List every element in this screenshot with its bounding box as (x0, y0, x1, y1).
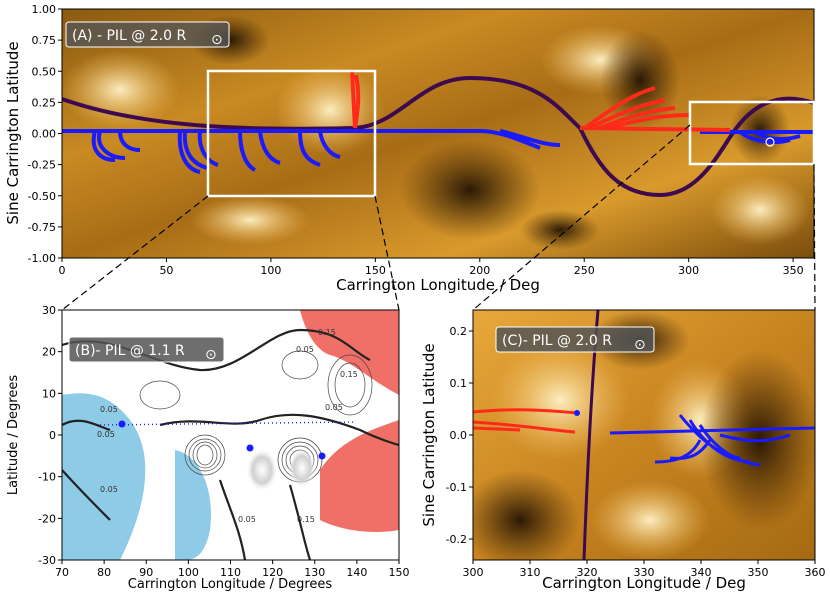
zoom-box-c (688, 100, 816, 166)
pil-curve (62, 75, 814, 198)
x-tick-label: 250 (574, 264, 595, 277)
zoom-box-b (206, 69, 377, 198)
panel-c: (C)- PIL @ 2.0 R ⊙ 0.2 0.1 0.0 -0.1 -0.2 300… (420, 309, 826, 592)
x-tick-label: 0 (59, 264, 66, 277)
panel-a-y-ticks: 1.00 0.75 0.50 0.25 0.00 -0.25 -0.50 -0.75 -1.00 (28, 3, 62, 265)
y-tick-label: 1.00 (32, 3, 57, 16)
y-tick-label: 0.1 (450, 377, 468, 390)
y-tick-label: -30 (38, 554, 56, 567)
y-tick-label: 0.00 (32, 128, 57, 141)
panel-a-title-box: (A) - PIL @ 2.0 R ⊙ (65, 21, 230, 48)
y-tick-label: 0.50 (32, 65, 57, 78)
contour-label: 0.05 (100, 405, 118, 414)
y-tick-label: -0.75 (28, 221, 56, 234)
panel-b-title: (B)- PIL @ 1.1 R (75, 343, 185, 359)
contour-label: 0.05 (325, 403, 343, 412)
panel-a-solar-map (62, 9, 814, 258)
panel-a: (A) - PIL @ 2.0 R ⊙ 1.00 0.75 0.50 0.25 0.00… (4, 3, 816, 294)
y-tick-label: 0.75 (32, 34, 57, 47)
y-tick-label: 10 (42, 387, 56, 400)
panel-b-x-ticks: 70 80 90 100 110 120 130 140 150 (55, 560, 410, 579)
panel-c-sun-symbol: ⊙ (634, 337, 646, 353)
zoom-connectors (61, 124, 816, 311)
pil-1.1-trace (99, 421, 356, 426)
y-tick-label: 0.0 (450, 429, 468, 442)
y-tick-label: 20 (42, 346, 56, 359)
y-tick-label: -10 (38, 471, 56, 484)
contour-label: 0.05 (238, 515, 256, 524)
panel-a-xlabel: Carrington Longitude / Deg (336, 276, 540, 294)
panel-c-ylabel: Sine Carrington Latitude (420, 343, 438, 526)
y-tick-label: -20 (38, 512, 56, 525)
panel-c-y-ticks: 0.2 0.1 0.0 -0.1 -0.2 (446, 325, 473, 546)
positive-field-lines (350, 69, 731, 132)
panel-c-title-box: (C)- PIL @ 2.0 R ⊙ (495, 326, 655, 353)
negative-field-lines-c (609, 414, 815, 467)
contour-label: 0.15 (297, 515, 315, 524)
y-tick-label: 0.25 (32, 96, 57, 109)
contour-label: 0.05 (97, 430, 115, 439)
x-tick-label: 330 (634, 566, 655, 579)
y-tick-label: -0.25 (28, 159, 56, 172)
x-tick-label: 200 (469, 264, 490, 277)
x-tick-label: 130 (304, 566, 325, 579)
x-tick-label: 340 (691, 566, 712, 579)
contour-label: 0.05 (296, 345, 314, 354)
x-tick-label: 320 (577, 566, 598, 579)
panel-b-contour-labels: 0.05 0.15 0.05 0.15 0.05 0.05 0.05 0.05 0.15 (97, 328, 358, 524)
y-tick-label: 30 (42, 304, 56, 317)
panel-b-ylabel: Latitude / Degrees (6, 375, 21, 495)
contour-label: 0.15 (340, 370, 358, 379)
panel-b-y-ticks: 30 20 10 0 -10 -20 -30 (38, 304, 62, 567)
x-tick-label: 360 (805, 566, 826, 579)
x-tick-label: 80 (97, 566, 111, 579)
panel-b-xlabel: Carrington Longitude / Degrees (128, 577, 333, 592)
x-tick-label: 120 (262, 566, 283, 579)
y-tick-label: -0.50 (28, 190, 56, 203)
x-tick-label: 50 (159, 264, 173, 277)
x-tick-label: 300 (678, 264, 699, 277)
x-tick-label: 150 (389, 566, 410, 579)
panel-b: 0.05 0.15 0.05 0.15 0.05 0.05 0.05 0.05 0.15 (B)… (6, 304, 410, 592)
x-tick-label: 70 (55, 566, 69, 579)
negative-field-lines (62, 129, 814, 174)
panel-a-title: (A) - PIL @ 2.0 R (72, 28, 186, 44)
y-tick-label: -1.00 (28, 252, 56, 265)
panel-a-ylabel: Sine Carrington Latitude (4, 41, 22, 224)
x-tick-label: 90 (139, 566, 153, 579)
x-tick-label: 110 (220, 566, 241, 579)
x-tick-label: 140 (346, 566, 367, 579)
x-tick-label: 310 (520, 566, 541, 579)
x-tick-label: 150 (365, 264, 386, 277)
contour-label: 0.05 (100, 485, 118, 494)
x-tick-label: 350 (783, 264, 804, 277)
positive-field-lines-c (473, 408, 578, 434)
panel-b-title-box: (B)- PIL @ 1.1 R ⊙ (68, 336, 225, 363)
y-tick-label: -0.2 (446, 533, 467, 546)
positive-polarity-region (300, 310, 399, 395)
x-tick-label: 300 (463, 566, 484, 579)
x-tick-label: 350 (748, 566, 769, 579)
panel-c-x-ticks: 300 310 320 330 340 350 360 (463, 560, 826, 579)
panel-a-x-ticks: 0 50 100 150 200 250 300 350 (59, 258, 804, 277)
y-tick-label: 0.2 (450, 325, 468, 338)
x-tick-label: 100 (178, 566, 199, 579)
contour-label: 0.15 (318, 328, 336, 337)
negative-polarity-region (62, 393, 146, 560)
panel-a-sun-symbol: ⊙ (211, 32, 223, 48)
panel-b-sun-symbol: ⊙ (205, 347, 217, 363)
y-tick-label: -0.1 (446, 481, 467, 494)
panel-c-title: (C)- PIL @ 2.0 R (502, 333, 612, 349)
panel-c-xlabel: Carrington Longitude / Deg (542, 574, 746, 592)
x-tick-label: 100 (260, 264, 281, 277)
y-tick-label: 0 (49, 429, 56, 442)
